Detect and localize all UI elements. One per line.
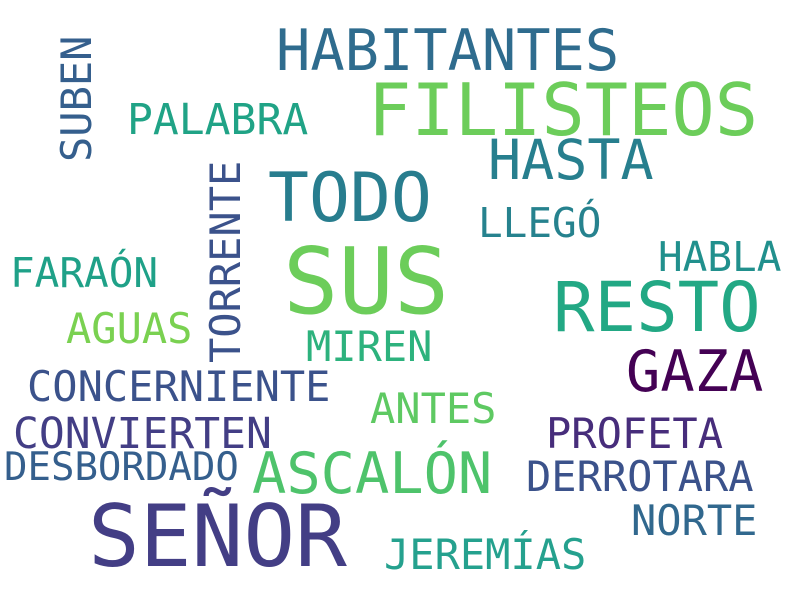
word-suben: SUBEN [52,35,101,162]
word-norte: NORTE [631,496,758,545]
word-senor: SEÑOR [88,487,347,587]
word-concerniente: CONCERNIENTE [27,362,331,411]
word-habitantes: HABITANTES [276,18,620,84]
word-antes: ANTES [370,384,497,433]
word-habla: HABLA [658,233,782,281]
word-faraon: FARAÓN [10,249,159,297]
word-hasta: HASTA [488,128,654,192]
word-desbordado: DESBORDADO [4,445,239,490]
word-torrente: TORRENTE [201,160,250,363]
word-gaza: GAZA [626,339,764,405]
word-aguas: AGUAS [66,304,193,353]
word-profeta: PROFETA [546,409,724,458]
word-palabra: PALABRA [127,95,309,145]
word-todo: TODO [268,159,432,238]
word-derrotara: DERROTARA [526,452,754,501]
word-resto: RESTO [553,268,761,348]
word-miren: MIREN [306,322,433,371]
word-jeremias: JEREMÍAS [384,530,587,579]
word-sus: SUS [283,228,450,335]
word-filisteos: FILISTEOS [368,68,759,152]
word-convierten: CONVIERTEN [13,409,272,459]
word-llego: LLEGÓ [478,199,602,247]
word-ascalon: ASCALÓN [252,441,493,507]
